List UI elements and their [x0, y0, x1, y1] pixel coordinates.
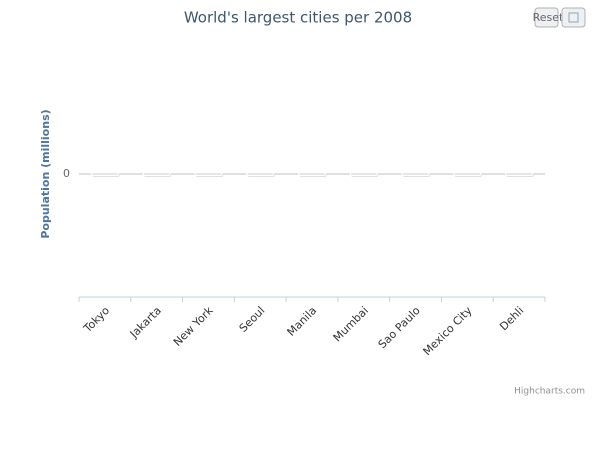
chart-title: World's largest cities per 2008	[184, 9, 412, 27]
reset-label: Reset	[533, 11, 564, 24]
bar	[401, 172, 430, 176]
bar	[142, 172, 171, 176]
bar	[453, 172, 482, 176]
bar	[90, 172, 119, 176]
print-button[interactable]	[534, 7, 559, 28]
y-axis-label: Population (millions)	[39, 109, 52, 238]
export-icon	[568, 12, 579, 23]
export-button[interactable]	[561, 7, 586, 28]
bar	[505, 172, 534, 176]
bar	[298, 172, 326, 176]
bar	[246, 172, 275, 176]
credits[interactable]: Highcharts.com	[514, 387, 585, 397]
bar	[194, 172, 223, 176]
export-buttons: Reset	[533, 7, 586, 28]
y-tick-label: 0	[63, 167, 70, 180]
bar	[349, 172, 378, 176]
